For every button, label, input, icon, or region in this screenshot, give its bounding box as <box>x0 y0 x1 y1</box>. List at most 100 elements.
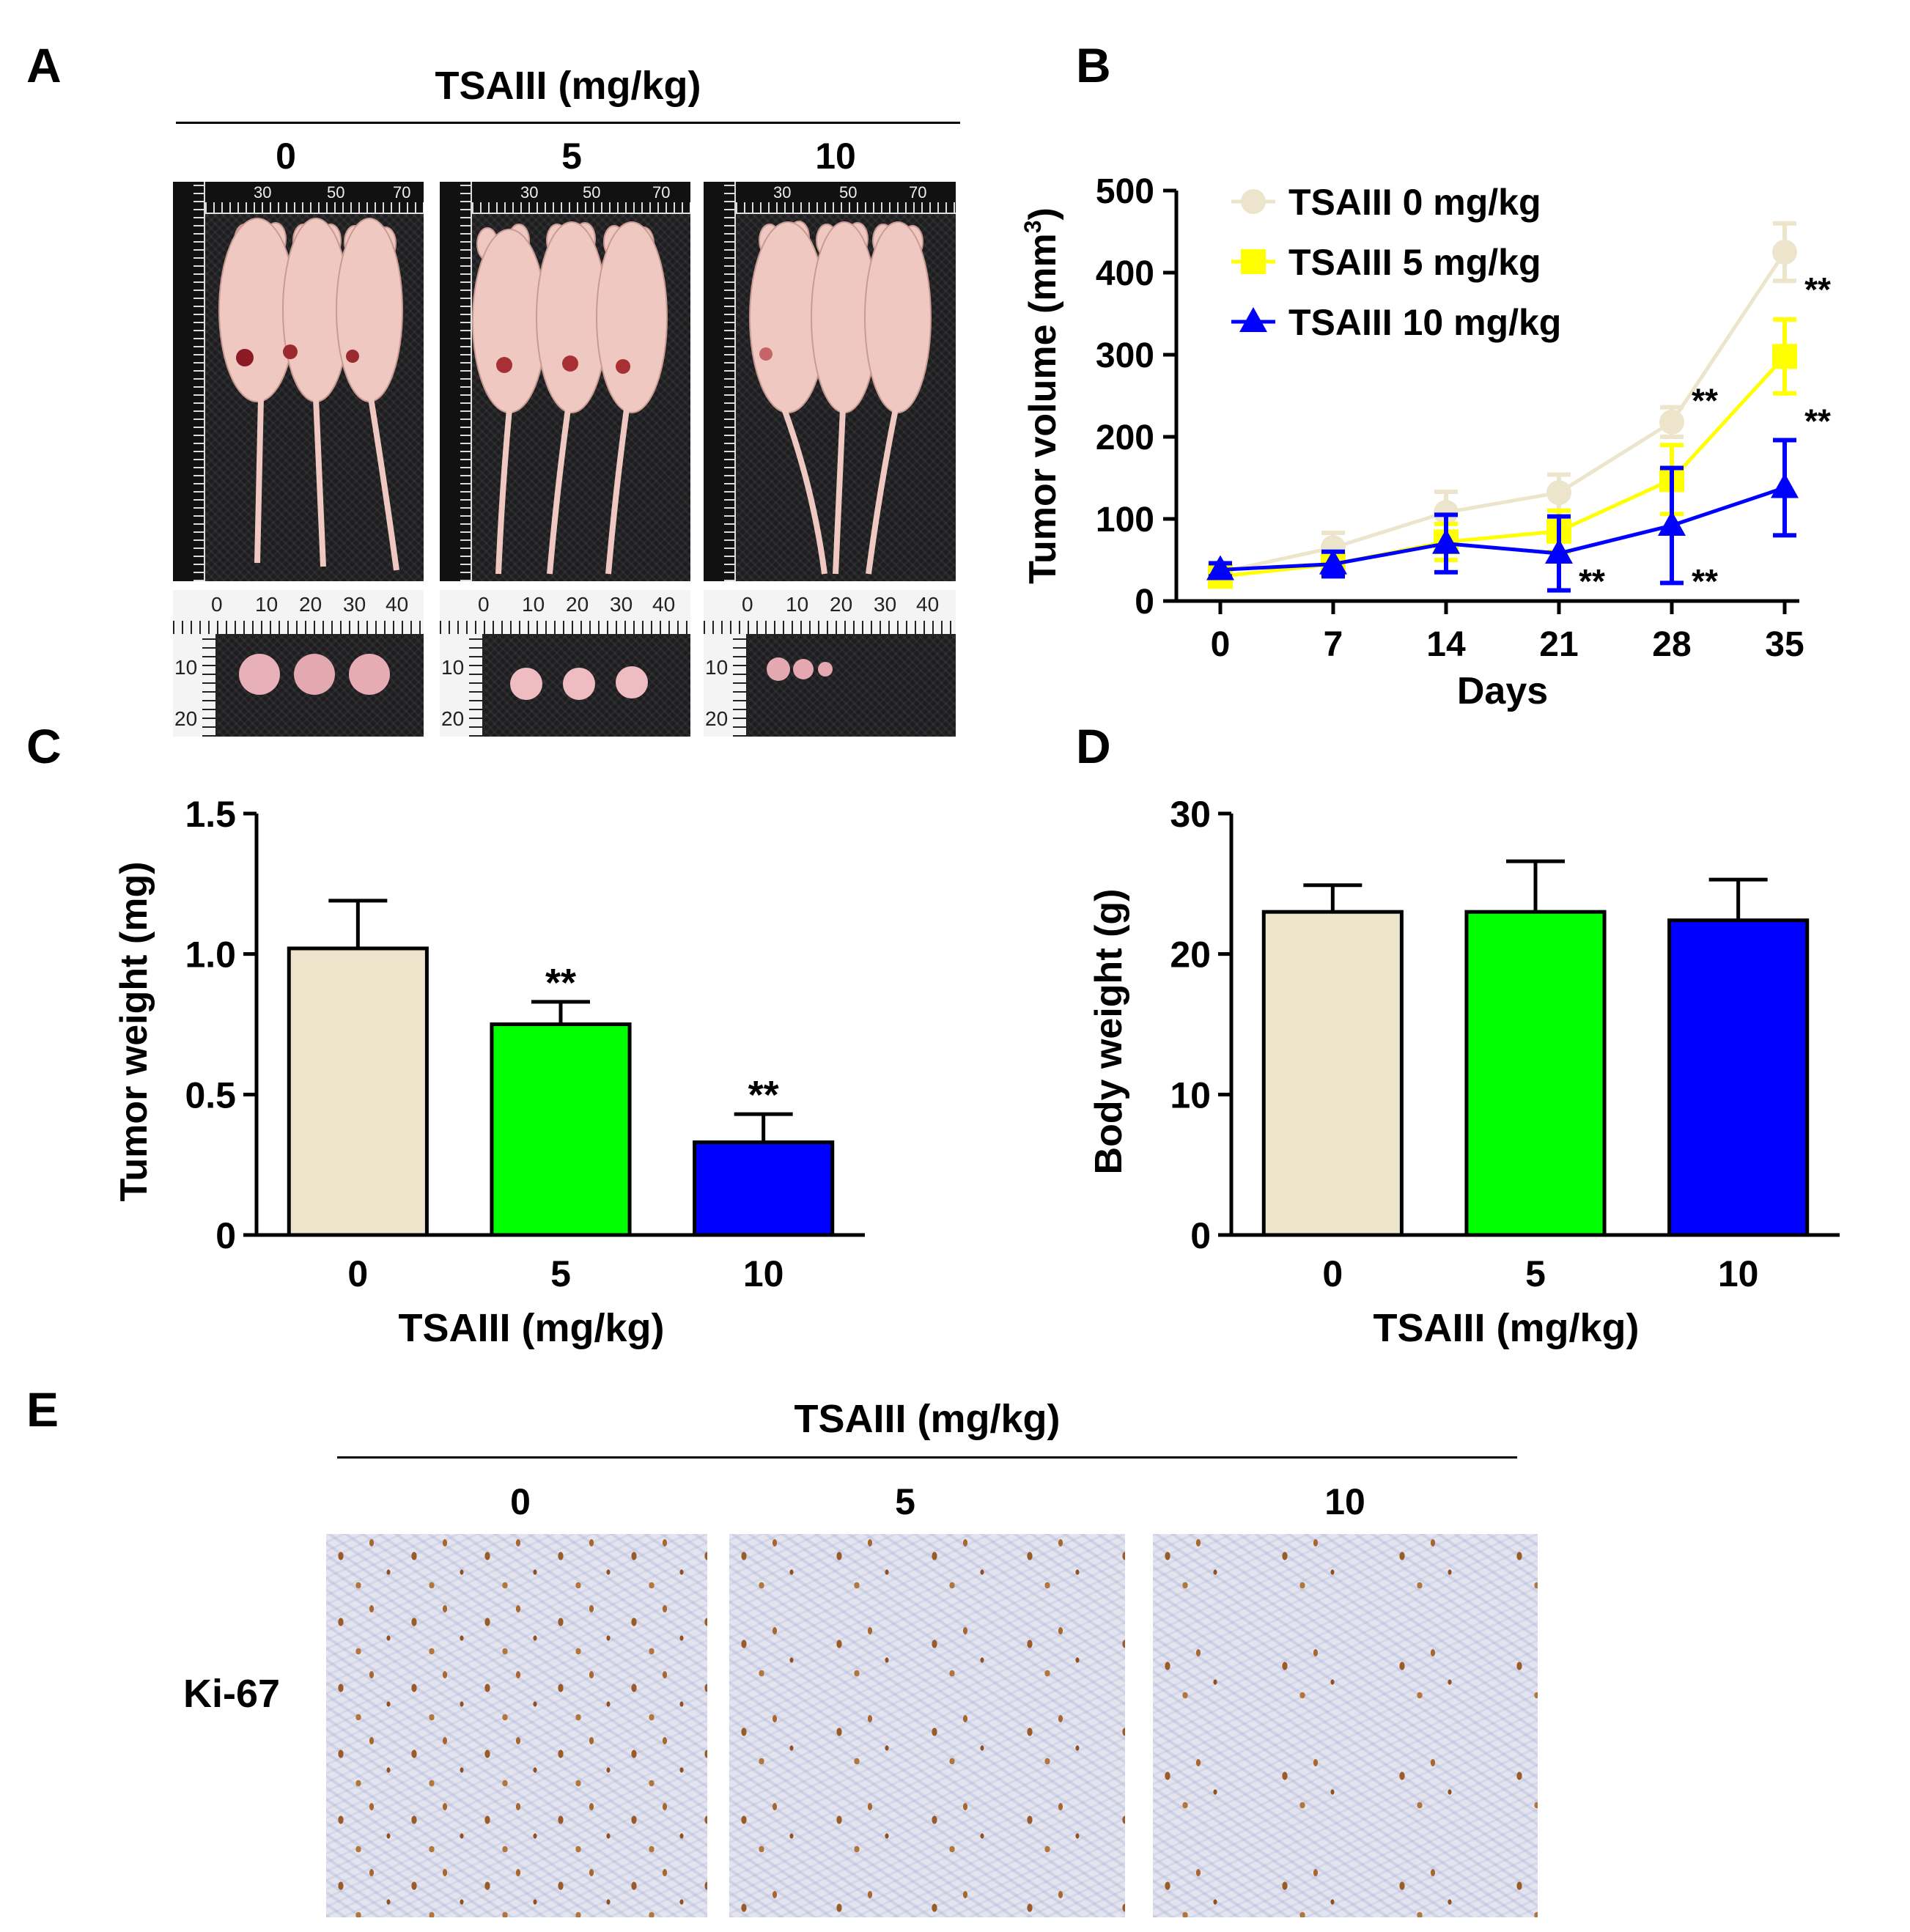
panel-e-dose-10: 10 <box>1324 1481 1365 1522</box>
legend-marker <box>1241 249 1266 274</box>
data-point <box>1434 500 1459 526</box>
legend-item-1: TSAIII 5 mg/kg <box>1231 242 1541 283</box>
x-tick-label: 10 <box>743 1253 784 1294</box>
y-tick-label: 300 <box>1096 336 1154 375</box>
legend-marker <box>1241 189 1266 214</box>
series-2 <box>1206 438 1799 593</box>
y-tick-label: 0 <box>215 1215 236 1256</box>
x-axis-title: TSAIII (mg/kg) <box>1373 1306 1640 1350</box>
y-tick-label: 0.5 <box>185 1074 236 1116</box>
x-tick-label: 5 <box>550 1253 571 1294</box>
y-tick-label: 20 <box>1170 934 1211 976</box>
data-point <box>1546 480 1571 506</box>
data-point <box>1545 539 1573 564</box>
y-tick-label: 0 <box>1135 583 1154 622</box>
data-point <box>1319 549 1347 575</box>
bar-5 <box>1464 910 1607 1237</box>
y-tick-label: 200 <box>1096 419 1154 457</box>
y-axis-title: Body weight (g) <box>1088 889 1130 1175</box>
tumor-photo-dose-10: 0 10 20 30 40 10 20 <box>704 590 956 737</box>
significance-mark: ** <box>1804 402 1831 440</box>
y-axis-title: Tumor weight (mg) <box>113 861 155 1201</box>
panel-a-header-rule <box>176 122 960 124</box>
ihc-image-dose-10 <box>1153 1534 1538 1917</box>
y-tick-label: 1.0 <box>185 934 236 976</box>
panel-a-dose-0: 0 <box>276 136 296 177</box>
tumors-illustration <box>239 654 390 695</box>
chart-d: 0 10 20 30 0 5 10 TSAIII (mg/kg) Body weight (g) <box>1088 794 1840 1350</box>
x-tick-label: 0 <box>1322 1253 1343 1294</box>
data-point <box>1772 344 1797 369</box>
mice-illustration <box>472 221 668 575</box>
mice-illustration <box>218 218 403 571</box>
data-point <box>1432 528 1460 554</box>
y-tick-label: 500 <box>1096 172 1154 211</box>
panel-e-dose-5: 5 <box>895 1481 915 1522</box>
data-point <box>1206 555 1234 580</box>
tumor-ruler-top: 0 10 20 30 40 <box>173 590 424 636</box>
tumor-ruler-top: 0 10 20 30 40 <box>704 590 956 636</box>
photo-ruler-left <box>173 182 205 581</box>
data-point <box>1658 510 1686 536</box>
significance-mark: ** <box>748 1073 779 1117</box>
photo-ruler-left <box>440 182 472 581</box>
x-tick-label: 0 <box>1211 625 1231 664</box>
panel-label-e: E <box>26 1382 59 1437</box>
bar-5 <box>490 1022 632 1237</box>
legend-label: TSAIII 10 mg/kg <box>1288 302 1561 343</box>
panel-e-header: TSAIII (mg/kg) <box>794 1397 1061 1441</box>
tumor-ruler-top: 0 10 20 30 40 <box>440 590 690 636</box>
chart-b: 0 100 200 300 400 500 0 7 14 21 28 35 Days Tumor volu… <box>1019 172 1831 712</box>
y-tick-label: 400 <box>1096 254 1154 293</box>
bar-10 <box>1667 918 1810 1237</box>
x-tick-label: 5 <box>1525 1253 1546 1294</box>
x-axis-title: Days <box>1457 670 1548 712</box>
panel-a-header: TSAIII (mg/kg) <box>435 64 701 108</box>
x-tick-label: 21 <box>1539 625 1578 664</box>
panel-a-dose-10: 10 <box>815 136 856 177</box>
legend-marker <box>1239 307 1267 332</box>
panel-label-a: A <box>26 38 62 92</box>
ihc-image-dose-0 <box>326 1534 707 1917</box>
tumors-illustration <box>510 666 648 700</box>
significance-mark: ** <box>1692 381 1718 419</box>
bar-0 <box>287 946 429 1237</box>
tumor-ruler-left: 10 20 <box>440 634 484 737</box>
mice-photo-dose-10: 30 50 70 <box>704 182 956 581</box>
photo-ruler-top: 30 50 70 <box>440 182 690 214</box>
panel-label-c: C <box>26 719 62 773</box>
data-point <box>1659 409 1684 435</box>
panel-label-d: D <box>1076 719 1111 773</box>
mice-illustration <box>749 221 932 575</box>
series-line <box>1220 251 1787 575</box>
tumor-ruler-left: 10 20 <box>704 634 748 737</box>
panel-e-header-rule <box>337 1456 1517 1459</box>
significance-mark: ** <box>1804 270 1831 309</box>
x-tick-label: 14 <box>1426 625 1466 664</box>
y-tick-label: 100 <box>1096 501 1154 539</box>
y-tick-label: 30 <box>1170 794 1211 835</box>
panel-a-dose-5: 5 <box>561 136 582 177</box>
bar-0 <box>1261 910 1404 1237</box>
bar-10 <box>693 1140 835 1237</box>
significance-mark: ** <box>1579 562 1605 600</box>
tumor-photo-dose-0: 0 10 20 30 40 10 20 <box>173 590 424 737</box>
legend-item-0: TSAIII 0 mg/kg <box>1231 182 1541 223</box>
tumor-photo-dose-5: 0 10 20 30 40 10 20 <box>440 590 690 737</box>
y-axis-title: Tumor volume (mm3) <box>1019 207 1064 584</box>
legend-label: TSAIII 0 mg/kg <box>1288 182 1541 223</box>
photo-ruler-top: 30 50 70 <box>704 182 956 214</box>
panel-e-dose-0: 0 <box>510 1481 531 1522</box>
significance-mark: ** <box>545 961 576 1005</box>
y-tick-label: 0 <box>1190 1215 1211 1256</box>
mice-photo-dose-5: 30 50 70 <box>440 182 690 581</box>
chart-c: 0 0.5 1.0 1.5 0 5 ** 10 ** TSAIII (mg/kg) Tumor we… <box>113 794 865 1350</box>
series-line <box>1220 486 1785 572</box>
x-tick-label: 7 <box>1324 625 1343 664</box>
data-point <box>1772 240 1797 265</box>
ihc-image-dose-5 <box>729 1534 1125 1917</box>
ki67-row-label: Ki-67 <box>183 1672 281 1716</box>
x-tick-label: 35 <box>1765 625 1804 664</box>
x-tick-label: 10 <box>1718 1253 1759 1294</box>
x-tick-label: 28 <box>1652 625 1691 664</box>
